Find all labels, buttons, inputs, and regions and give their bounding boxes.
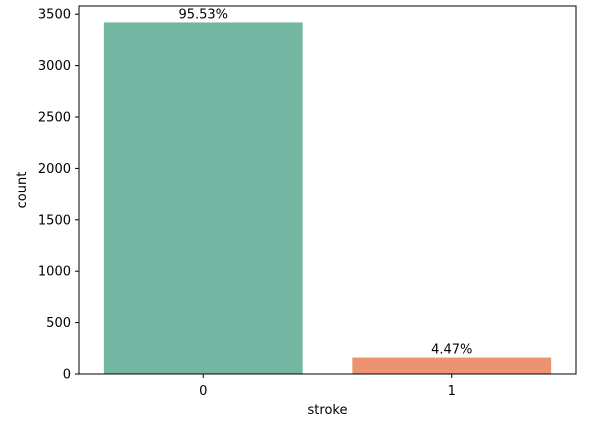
bar-0 [103, 22, 303, 374]
bar-1 [352, 357, 552, 374]
plot-frame [78, 5, 577, 375]
y-tick-label-1500: 1500 [38, 213, 71, 228]
y-tick-label-0: 0 [63, 368, 71, 383]
data-label-0: 95.53% [178, 7, 228, 22]
y-axis-ticks: 0 500 1000 1500 2000 2500 3000 3500 [38, 8, 79, 383]
axes-layer [78, 5, 577, 375]
x-axis-label: stroke [308, 403, 348, 418]
y-tick-label-3500: 3500 [38, 8, 71, 23]
y-axis-label: count [15, 172, 30, 209]
y-tick-label-2500: 2500 [38, 111, 71, 126]
data-label-1: 4.47% [431, 343, 472, 358]
bars-layer [103, 22, 552, 374]
x-tick-label-1: 1 [448, 384, 456, 399]
x-tick-label-0: 0 [199, 384, 207, 399]
y-tick-label-500: 500 [46, 316, 71, 331]
y-tick-label-2000: 2000 [38, 162, 71, 177]
data-labels-layer: 95.53% 4.47% [178, 7, 472, 357]
y-tick-label-1000: 1000 [38, 265, 71, 280]
y-tick-label-3000: 3000 [38, 59, 71, 74]
